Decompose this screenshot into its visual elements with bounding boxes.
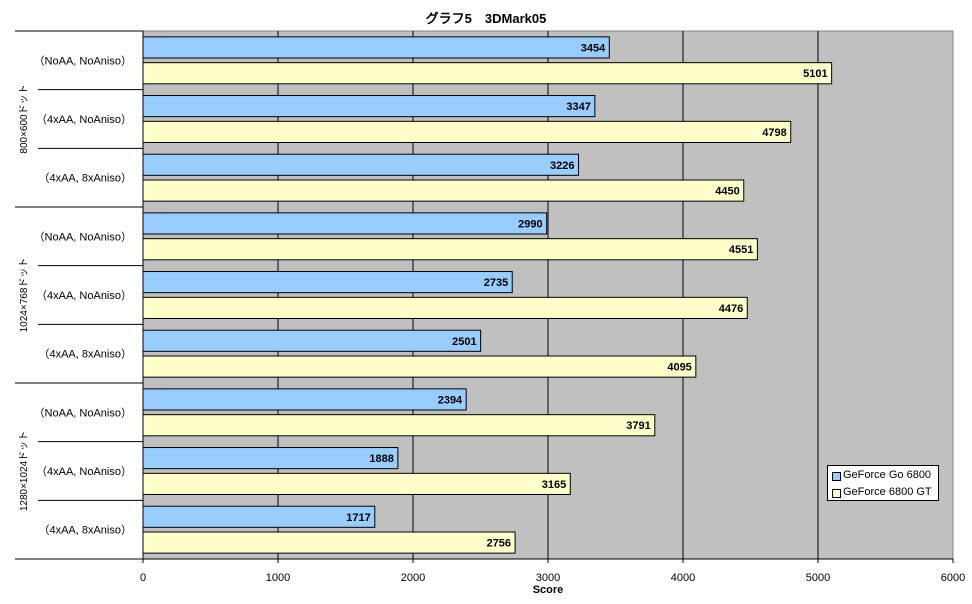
x-tick-label: 4000	[671, 572, 695, 584]
bar	[142, 120, 792, 143]
category-label: （4xAA, NoAniso）	[36, 465, 132, 478]
category-label: （NoAA, NoAniso）	[34, 230, 132, 243]
data-label: 2990	[518, 218, 542, 230]
data-label: 1717	[346, 512, 370, 524]
data-label: 3347	[566, 101, 590, 113]
bar	[142, 414, 656, 437]
data-label: 2394	[438, 394, 463, 406]
data-label: 4476	[719, 303, 743, 315]
x-tick-label: 5000	[806, 572, 830, 584]
category-label: （4xAA, NoAniso）	[36, 289, 132, 302]
bar	[142, 271, 513, 294]
data-label: 2735	[484, 277, 508, 289]
bar	[142, 153, 580, 176]
data-label: 3165	[542, 479, 566, 491]
x-tick-label: 0	[140, 572, 146, 584]
data-label: 1888	[369, 453, 393, 465]
legend-label: GeForce Go 6800	[843, 469, 932, 481]
bar	[142, 95, 596, 118]
x-tick-label: 1000	[266, 572, 290, 584]
data-label: 4551	[729, 244, 753, 256]
bar	[142, 179, 745, 202]
legend-label: GeForce 6800 GT	[843, 486, 932, 498]
chart-title: グラフ5 3DMark05	[425, 11, 547, 26]
bar	[142, 355, 697, 378]
bar	[142, 447, 399, 470]
category-label: （4xAA, NoAniso）	[36, 113, 132, 126]
bar	[142, 238, 758, 261]
bar	[142, 472, 571, 495]
category-label: （NoAA, NoAniso）	[34, 54, 132, 67]
bar	[142, 505, 376, 528]
category-label: （4xAA, 8xAniso）	[38, 172, 132, 185]
data-label: 5101	[803, 68, 827, 80]
legend-item-series-1: GeForce Go 6800	[828, 468, 938, 483]
bar	[142, 212, 548, 235]
bar	[142, 36, 610, 59]
legend-swatch	[832, 472, 841, 481]
data-label: 4095	[667, 362, 691, 374]
x-tick-label: 2000	[401, 572, 425, 584]
data-label: 3454	[581, 42, 606, 54]
x-axis-label: Score	[532, 584, 564, 596]
category-label: （4xAA, 8xAniso）	[38, 348, 132, 361]
data-label: 4798	[762, 127, 786, 139]
data-label: 2501	[452, 336, 476, 348]
bar	[142, 531, 516, 554]
x-tick-label: 6000	[941, 572, 965, 584]
legend-item-series-2: GeForce 6800 GT	[828, 485, 938, 500]
group-label: 1024×768ドット	[19, 258, 30, 333]
category-label: （4xAA, 8xAniso）	[38, 524, 132, 537]
data-label: 2756	[487, 538, 511, 550]
bar	[142, 62, 833, 85]
data-label: 3226	[550, 160, 574, 172]
category-label: （NoAA, NoAniso）	[34, 406, 132, 419]
group-label: 800×600ドット	[19, 84, 30, 153]
bar	[142, 388, 467, 411]
bar	[142, 296, 748, 319]
data-label: 3791	[626, 420, 650, 432]
bar	[142, 329, 482, 352]
data-label: 4450	[715, 186, 739, 198]
group-label: 1280×1024ドット	[19, 431, 30, 511]
x-tick-label: 3000	[536, 572, 560, 584]
legend-swatch	[832, 489, 841, 498]
legend: GeForce Go 6800 GeForce 6800 GT	[827, 465, 939, 501]
